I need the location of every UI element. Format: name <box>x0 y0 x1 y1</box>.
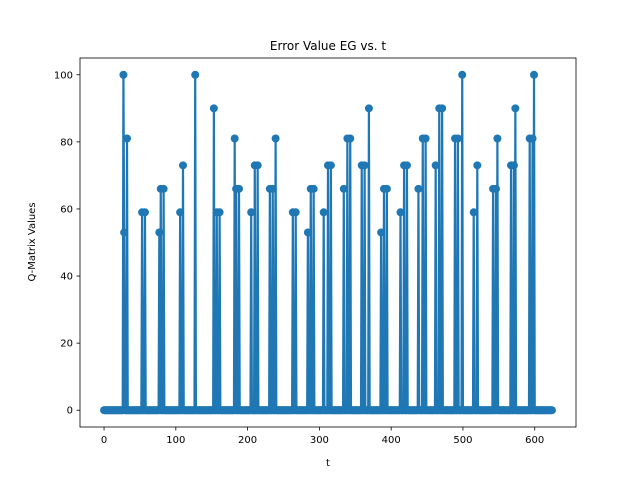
data-point <box>303 228 312 237</box>
data-point <box>438 104 447 113</box>
data-point <box>414 184 423 193</box>
data-point <box>123 134 132 143</box>
data-point <box>215 208 224 217</box>
data-point <box>191 70 200 79</box>
x-tick-label: 200 <box>238 435 257 446</box>
data-point <box>547 406 556 415</box>
data-point <box>453 134 462 143</box>
data-point <box>493 134 502 143</box>
data-point <box>339 184 348 193</box>
plot-frame <box>79 57 577 428</box>
marker-layer <box>100 70 556 415</box>
data-point <box>140 208 149 217</box>
y-axis-label: Q-Matrix Values <box>27 202 38 281</box>
data-point <box>268 184 277 193</box>
data-point <box>469 208 478 217</box>
data-point <box>230 134 239 143</box>
x-tick-label: 400 <box>382 435 401 446</box>
data-point <box>402 161 411 170</box>
data-point <box>528 134 537 143</box>
data-point <box>473 161 482 170</box>
data-point <box>458 70 467 79</box>
data-point <box>326 161 335 170</box>
data-point <box>319 208 328 217</box>
x-axis-ticks: 0 100 200 300 400 500 600 <box>101 427 544 446</box>
y-tick-label: 40 <box>60 272 73 283</box>
y-tick-label: 20 <box>60 339 73 350</box>
data-point <box>291 208 300 217</box>
y-tick-label: 100 <box>54 70 73 81</box>
data-point <box>511 104 520 113</box>
data-point <box>176 208 185 217</box>
data-point <box>530 70 539 79</box>
y-axis-ticks: 0 20 40 60 80 100 <box>54 70 80 417</box>
data-point <box>396 208 405 217</box>
chart-title: Error Value EG vs. t <box>270 39 387 53</box>
data-point <box>119 70 128 79</box>
x-tick-label: 300 <box>310 435 329 446</box>
y-tick-label: 0 <box>67 406 73 417</box>
data-point <box>377 228 386 237</box>
data-point <box>120 228 129 237</box>
data-point <box>382 184 391 193</box>
data-point <box>209 104 218 113</box>
data-point <box>159 184 168 193</box>
data-point <box>234 184 243 193</box>
x-tick-label: 600 <box>525 435 544 446</box>
data-point <box>509 161 518 170</box>
data-point <box>253 161 262 170</box>
data-point <box>179 161 187 170</box>
y-tick-label: 60 <box>60 204 73 215</box>
data-point <box>491 184 500 193</box>
data-point <box>247 208 256 217</box>
data-point <box>309 184 318 193</box>
x-axis-label: t <box>326 458 330 469</box>
data-point <box>431 161 440 170</box>
x-tick-label: 100 <box>166 435 185 446</box>
data-point <box>421 134 430 143</box>
data-point <box>360 161 369 170</box>
data-point <box>346 134 355 143</box>
x-tick-label: 500 <box>453 435 472 446</box>
data-point <box>364 104 373 113</box>
data-point <box>155 228 164 237</box>
x-tick-label: 0 <box>101 435 107 446</box>
y-tick-label: 80 <box>60 137 73 148</box>
data-point <box>271 134 280 143</box>
